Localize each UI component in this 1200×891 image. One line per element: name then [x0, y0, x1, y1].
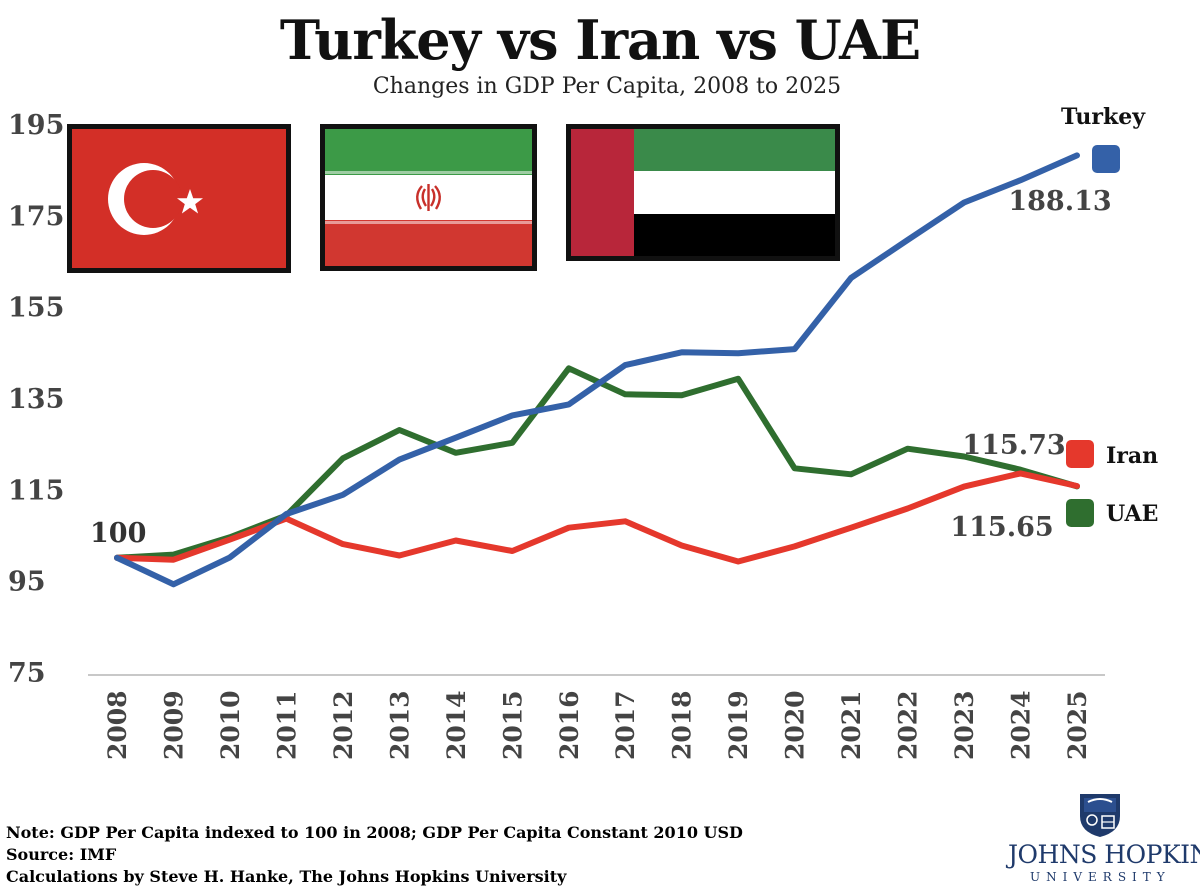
x-tick-label: 2008: [103, 690, 132, 760]
legend-label-uae: UAE: [1106, 501, 1158, 527]
x-tick-label: 2009: [159, 690, 188, 760]
end-value-uae: 115.65: [950, 512, 1053, 543]
x-tick-label: 2016: [555, 690, 584, 760]
end-value-turkey: 188.13: [1008, 186, 1111, 217]
y-tick-label: 175: [8, 201, 64, 232]
chart-axes: 75 95 115 135 155 175 195 2008 2009 2010 2011 2012 2…: [8, 110, 1105, 760]
x-tick-label: 2021: [837, 690, 866, 760]
jhu-logo: JOHNS HOPKINS UNIVERSITY: [1000, 792, 1200, 887]
x-tick-label: 2020: [781, 690, 810, 760]
series-line-iran: [114, 470, 1080, 565]
end-value-iran: 115.73: [962, 430, 1065, 461]
x-tick-label: 2025: [1063, 690, 1092, 760]
iran-flag: [320, 124, 537, 271]
start-value-label: 100: [90, 518, 146, 549]
series-line-turkey: [114, 152, 1080, 588]
legend-swatch-iran: [1066, 440, 1094, 468]
y-tick-label: 75: [8, 658, 46, 689]
chart-title: Turkey vs Iran vs UAE: [279, 8, 921, 72]
x-tick-label: 2011: [272, 690, 301, 760]
x-tick-label: 2013: [385, 690, 414, 760]
x-tick-label: 2022: [894, 690, 923, 760]
chart-subtitle: Changes in GDP Per Capita, 2008 to 2025: [372, 74, 842, 99]
x-tick-label: 2014: [442, 690, 471, 760]
x-tick-label: 2019: [724, 690, 753, 760]
chart-labels: 100 Turkey 188.13 115.73 Iran 115.65 UAE: [90, 104, 1158, 549]
credit-text: Calculations by Steve H. Hanke, The John…: [6, 867, 567, 886]
x-tick-label: 2015: [498, 690, 527, 760]
x-tick-label: 2023: [950, 690, 979, 760]
note-text: Note: GDP Per Capita indexed to 100 in 2…: [6, 823, 743, 842]
source-text: Source: IMF: [6, 845, 117, 864]
y-tick-label: 135: [8, 384, 64, 415]
y-tick-label: 155: [8, 293, 64, 324]
y-tick-label: 115: [8, 475, 64, 506]
footnotes: Note: GDP Per Capita indexed to 100 in 2…: [6, 822, 743, 888]
iran-flag-image: [325, 129, 532, 266]
x-tick-label: 2012: [329, 690, 358, 760]
legend-swatch-turkey: [1092, 145, 1120, 173]
uae-flag-image: [571, 129, 835, 256]
y-tick-label: 195: [8, 110, 64, 141]
x-tick-label: 2024: [1007, 690, 1036, 760]
jhu-name: JOHNS HOPKINS: [1008, 840, 1200, 869]
x-tick-label: 2010: [216, 690, 245, 760]
uae-flag: [566, 124, 840, 261]
turkey-flag-image: [72, 129, 286, 268]
x-tick-label: 2018: [668, 690, 697, 760]
series-lines: [114, 152, 1080, 588]
legend-label-turkey: Turkey: [1061, 104, 1146, 130]
legend-label-iran: Iran: [1106, 443, 1158, 469]
jhu-university: UNIVERSITY: [1030, 870, 1171, 884]
jhu-shield-icon: [1080, 794, 1120, 837]
x-tick-label: 2017: [611, 690, 640, 760]
legend-swatch-uae: [1066, 499, 1094, 527]
y-tick-label: 95: [8, 567, 46, 598]
turkey-flag: [67, 124, 291, 273]
